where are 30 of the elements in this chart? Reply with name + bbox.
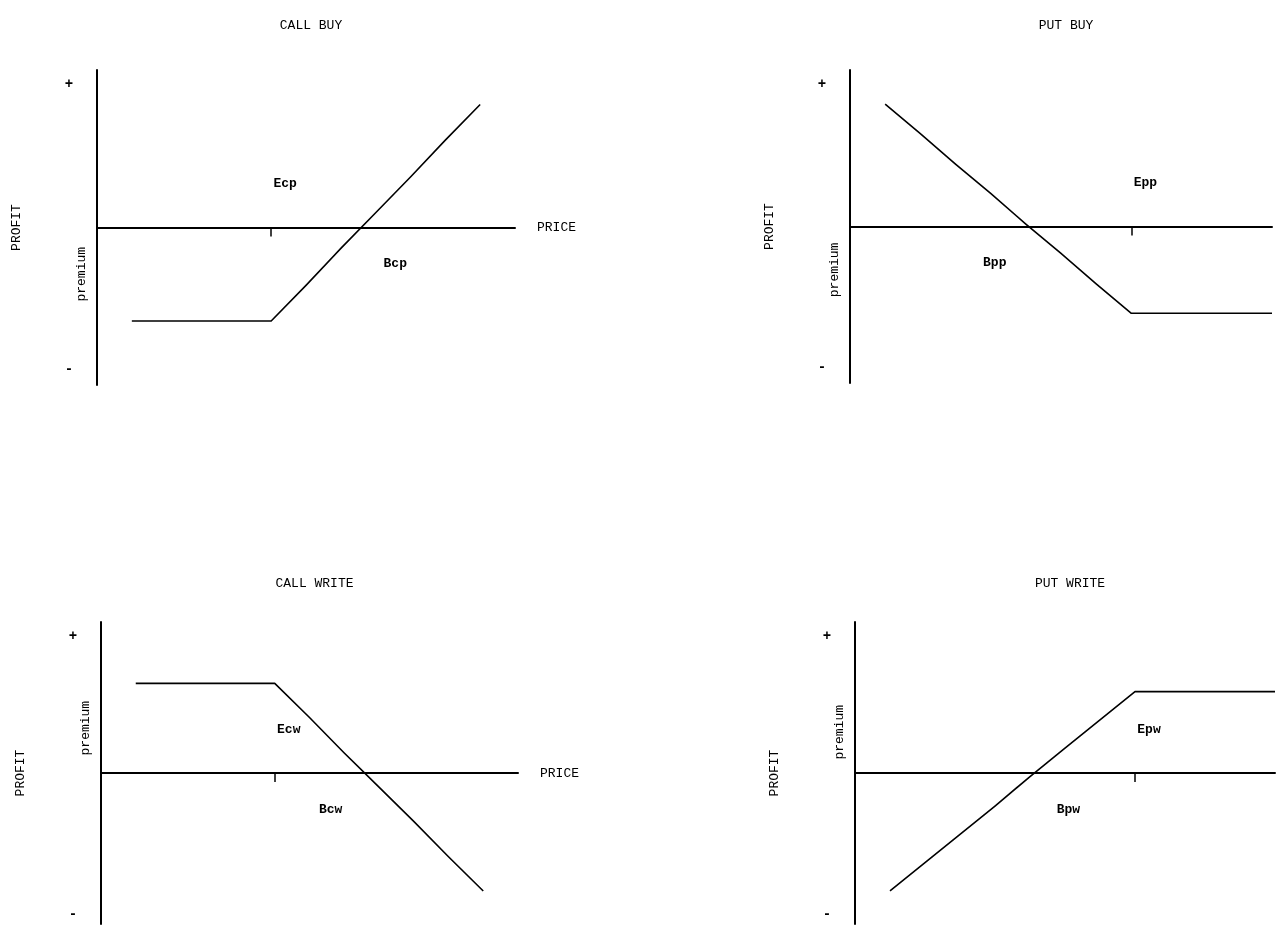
- annotation: Bpp: [983, 255, 1007, 270]
- text: -: [817, 359, 827, 375]
- text: +: [68, 628, 78, 644]
- annotation: Bcp: [383, 256, 408, 271]
- text: premium: [77, 700, 93, 756]
- chart-title: CALL WRITE: [275, 576, 354, 591]
- annotation: Bcw: [318, 801, 343, 817]
- text: +: [817, 76, 827, 92]
- text: -: [822, 906, 832, 922]
- text: +: [822, 628, 832, 644]
- annotation: Ecw: [277, 721, 301, 737]
- y-axis-title: PROFIT: [13, 749, 28, 797]
- chart-title: CALL BUY: [279, 18, 343, 33]
- x-axis-title: PRICE: [540, 765, 580, 781]
- text: premium: [73, 246, 89, 302]
- y-axis-title: PROFIT: [767, 749, 782, 797]
- x-axis-title: PRICE: [537, 220, 577, 235]
- text: premium: [831, 704, 847, 760]
- text: -: [68, 906, 78, 922]
- chart-title: PUT BUY: [1038, 18, 1094, 33]
- annotation: Epw: [1137, 721, 1161, 737]
- y-axis-title: PROFIT: [9, 203, 24, 251]
- y-axis-title: PROFIT: [762, 202, 777, 250]
- text: -: [64, 361, 74, 377]
- annotation: Bpw: [1056, 801, 1081, 817]
- text: +: [64, 76, 74, 92]
- annotation: Epp: [1133, 175, 1158, 190]
- text: premium: [826, 242, 842, 298]
- chart-title: PUT WRITE: [1034, 576, 1106, 591]
- annotation: Ecp: [273, 176, 298, 191]
